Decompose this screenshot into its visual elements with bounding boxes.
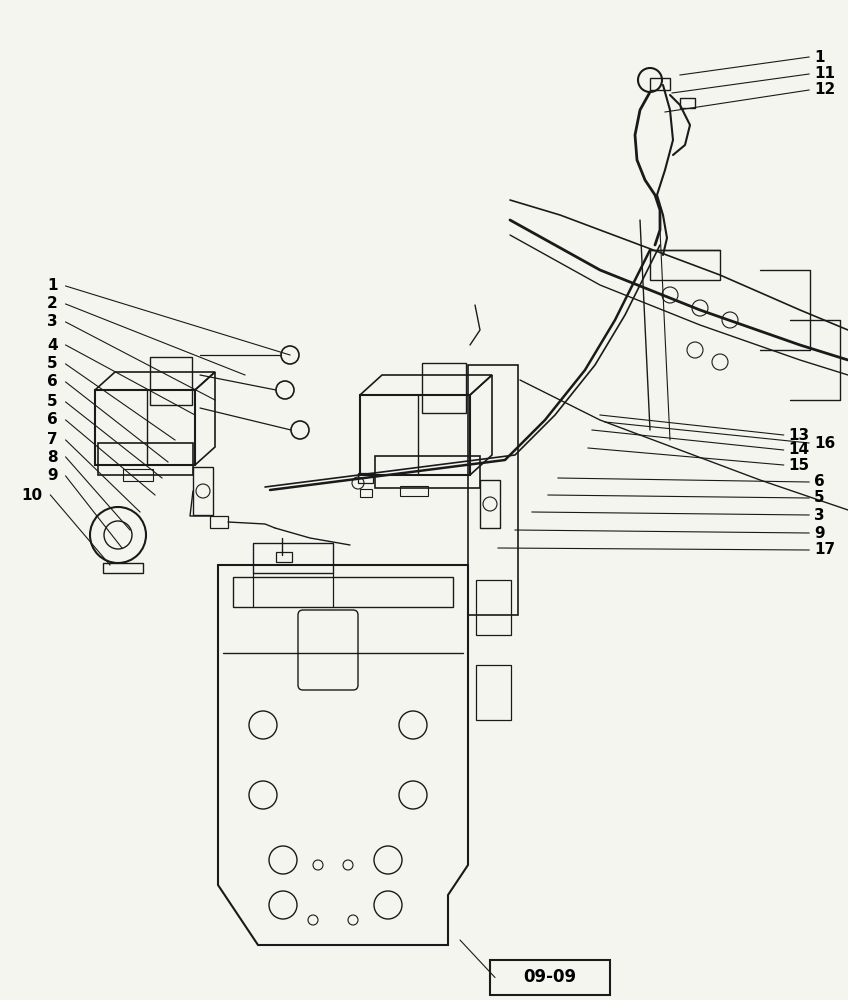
- Bar: [680, 98, 695, 108]
- Bar: [360, 489, 372, 497]
- Text: 13: 13: [789, 428, 810, 442]
- Text: 16: 16: [814, 436, 835, 450]
- Bar: [358, 473, 373, 483]
- Text: 4: 4: [47, 338, 58, 353]
- Text: 9: 9: [814, 526, 825, 540]
- Text: 5: 5: [47, 357, 58, 371]
- Text: 09-09: 09-09: [523, 968, 577, 986]
- Text: 1: 1: [814, 49, 824, 64]
- Text: 9: 9: [47, 468, 58, 484]
- Text: 3: 3: [47, 314, 58, 330]
- Text: 8: 8: [47, 450, 58, 464]
- Bar: [650, 78, 670, 90]
- Text: 5: 5: [47, 394, 58, 410]
- Text: 11: 11: [814, 66, 835, 82]
- Bar: [400, 486, 428, 496]
- Bar: [276, 552, 292, 562]
- Bar: [490, 960, 610, 995]
- Bar: [233, 577, 453, 607]
- Text: 12: 12: [814, 83, 835, 98]
- Text: 6: 6: [47, 374, 58, 389]
- Bar: [123, 469, 153, 481]
- Text: 6: 6: [47, 412, 58, 428]
- Text: 10: 10: [21, 488, 42, 502]
- Text: 3: 3: [814, 508, 825, 522]
- Text: 15: 15: [789, 458, 810, 473]
- Text: 1: 1: [47, 278, 58, 294]
- Bar: [253, 543, 333, 573]
- Text: 6: 6: [814, 475, 825, 489]
- Bar: [375, 456, 480, 488]
- Bar: [210, 516, 228, 528]
- Bar: [468, 365, 518, 615]
- Bar: [98, 443, 193, 475]
- Text: 17: 17: [814, 542, 835, 558]
- Text: 14: 14: [789, 442, 810, 458]
- Bar: [476, 665, 511, 720]
- Text: 7: 7: [47, 432, 58, 448]
- Text: 5: 5: [814, 490, 825, 506]
- Bar: [150, 357, 192, 405]
- Bar: [476, 580, 511, 635]
- Text: 2: 2: [47, 296, 58, 312]
- Bar: [422, 363, 466, 413]
